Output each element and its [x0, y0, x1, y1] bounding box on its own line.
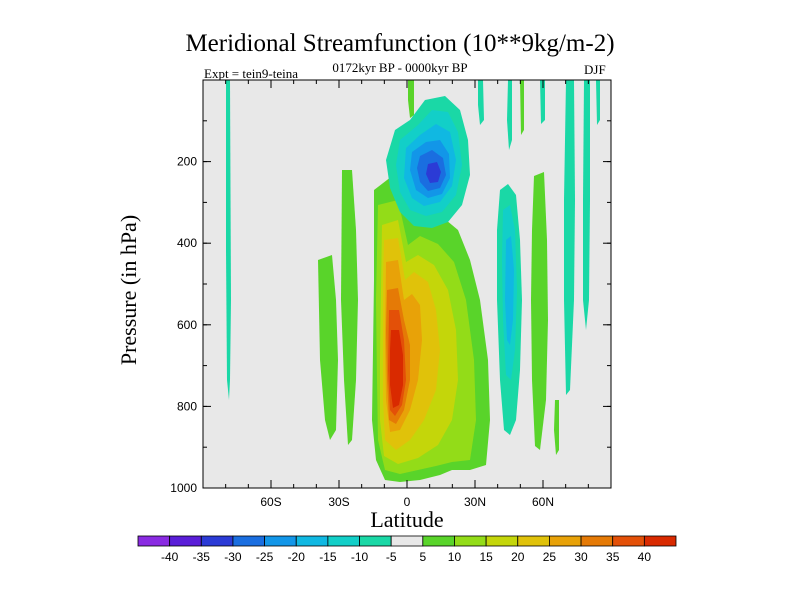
colorbar-swatch — [137, 535, 171, 547]
colorbar-label: 5 — [419, 550, 426, 564]
axis-ticks: 60S 30S 0 30N 60N 200 400 600 800 1000 — [170, 80, 612, 509]
contour-southern-positive-band — [341, 170, 358, 445]
x-tick-label: 60N — [532, 495, 554, 509]
x-tick-label: 0 — [404, 495, 411, 509]
y-tick-label: 200 — [177, 155, 197, 169]
y-tick-label: 600 — [177, 318, 197, 332]
colorbar-label: 30 — [574, 550, 588, 564]
colorbar-label: 15 — [479, 550, 493, 564]
contour-upper-streak-1 — [408, 80, 414, 118]
season-label: DJF — [584, 62, 606, 77]
colorbar-swatch — [517, 535, 550, 547]
colorbar-label: -5 — [386, 550, 397, 564]
x-tick-label: 60S — [260, 495, 281, 509]
colorbar-swatch — [485, 535, 519, 547]
x-tick-label: 30N — [464, 495, 486, 509]
contour-northern-negative-level-15 — [505, 236, 514, 345]
contour-upper-streak-4 — [520, 80, 524, 135]
y-tick-label: 400 — [177, 236, 197, 250]
colorbar-swatch — [232, 535, 265, 547]
chart-subtitle: 0172kyr BP - 0000kyr BP — [332, 60, 468, 75]
contour-field — [226, 80, 600, 482]
x-tick-label: 30S — [328, 495, 349, 509]
colorbar-label: 10 — [448, 550, 462, 564]
contour-upper-negative-level-30 — [426, 162, 441, 183]
colorbar-label: 25 — [543, 550, 557, 564]
contour-upper-streak-3 — [507, 80, 512, 150]
colorbar-label: -10 — [351, 550, 369, 564]
y-tick-label: 800 — [177, 399, 197, 413]
colorbar-swatch — [264, 535, 297, 547]
colorbar-swatch — [390, 535, 424, 547]
contour-northern-polar-strip-2 — [583, 80, 590, 330]
contour-northern-polar-strip-1 — [564, 80, 575, 395]
chart-title: Meridional Streamfunction (10**9kg/m-2) — [185, 30, 615, 57]
colorbar-swatch — [612, 535, 645, 547]
contour-northern-positive-band — [531, 172, 548, 450]
colorbar-swatch — [454, 535, 487, 547]
colorbar-swatch — [643, 535, 677, 547]
colorbar-swatch — [295, 535, 329, 547]
contour-southern-positive-band-2 — [318, 255, 338, 440]
colorbar-label: 40 — [638, 550, 652, 564]
colorbar: -40 -35 -30 -25 -20 -15 -10 -5 5 10 15 20 25 30 35 40 — [137, 535, 677, 564]
colorbar-label: -30 — [224, 550, 242, 564]
colorbar-label: -20 — [288, 550, 306, 564]
colorbar-swatch — [422, 535, 455, 547]
y-axis-label: Pressure (in hPa) — [116, 215, 141, 365]
experiment-label: Expt = tein9-teina — [204, 66, 298, 81]
contour-tropical-level-40 — [390, 330, 403, 408]
colorbar-swatch — [169, 535, 202, 547]
colorbar-label: 20 — [511, 550, 525, 564]
colorbar-label: 35 — [606, 550, 620, 564]
colorbar-swatch — [580, 535, 614, 547]
contour-northern-positive-streak — [554, 400, 559, 455]
contour-upper-streak-2 — [478, 80, 484, 125]
colorbar-swatch — [200, 535, 234, 547]
y-tick-label: 1000 — [170, 481, 197, 495]
contour-northern-polar-strip-3 — [596, 80, 600, 125]
x-axis-label: Latitude — [370, 507, 443, 532]
colorbar-label: -15 — [319, 550, 337, 564]
colorbar-swatch — [327, 535, 360, 547]
colorbar-swatch — [359, 535, 392, 547]
colorbar-swatch — [549, 535, 582, 547]
contour-upper-streak-5 — [540, 80, 545, 124]
colorbar-label: -40 — [161, 550, 179, 564]
contour-southern-polar-strip — [226, 80, 231, 400]
colorbar-label: -35 — [193, 550, 211, 564]
colorbar-label: -25 — [256, 550, 274, 564]
